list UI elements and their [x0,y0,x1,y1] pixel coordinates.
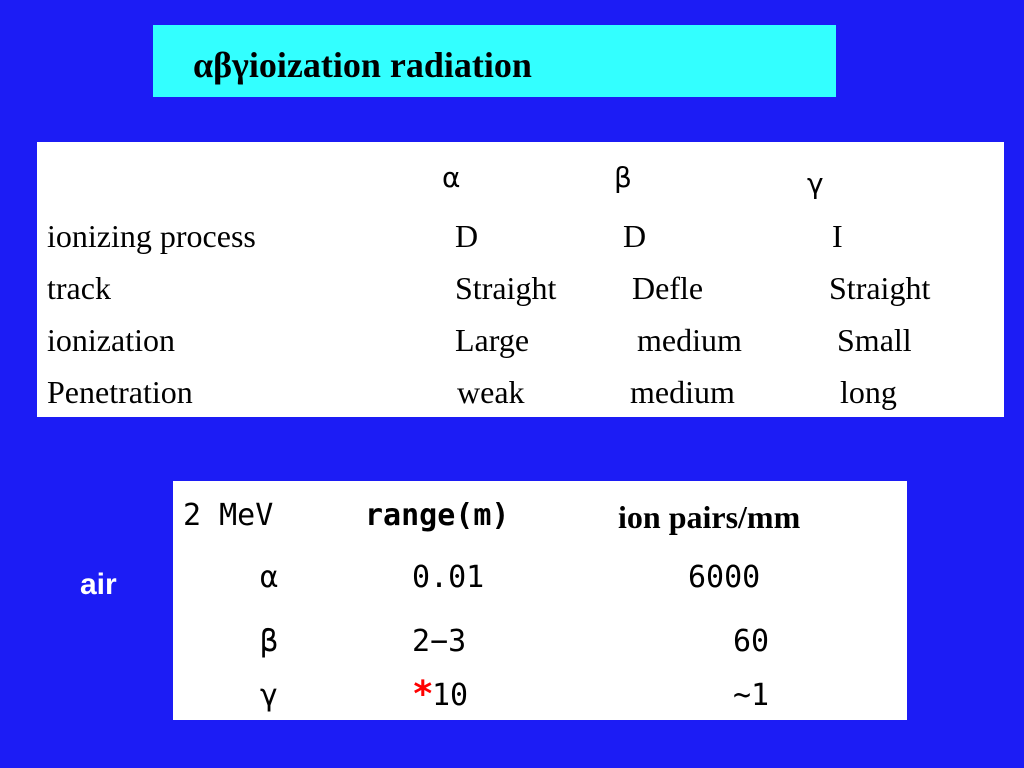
table-cell: Straight [455,270,557,306]
table-cell: ~1 [733,678,770,713]
table-cell: 0.01 [412,560,485,595]
table-cell: D [455,218,479,254]
column-header: β [614,161,632,194]
table-cell: weak [457,374,525,410]
table-cell: long [840,374,897,410]
table-cell: medium [630,374,735,410]
title-box: αβγioization radiation [153,25,836,97]
row-label: γ [260,678,279,713]
table-cell: D [623,218,647,254]
row-label: ionization [47,322,175,358]
table-cell: 6000 [688,560,761,595]
row-label: Penetration [47,374,193,410]
table-cell: Large [455,322,530,358]
table-cell: 10 [432,678,469,713]
table-cell: 60 [733,624,770,659]
table-cell: Straight [829,270,931,306]
row-label: β [260,624,279,659]
column-header: γ [807,167,824,200]
table-cell: I [832,218,843,254]
row-label: α [260,560,279,595]
table-cell: medium [637,322,742,358]
table-cell: Defle [632,270,704,306]
column-header: ion pairs/mm [618,499,801,535]
column-header: 2 MeV [183,498,274,533]
slide-title: αβγioization radiation [193,45,532,85]
row-label: ionizing process [47,218,256,254]
range-table: 2 MeV range(m) ion pairs/mm α 0.01 6000 β 2−3 60… [173,481,907,720]
column-header: α [442,161,461,194]
column-header: range(m) [365,498,510,533]
table-cell: 2−3 [412,624,467,659]
side-label: air [80,568,117,601]
footnote-mark: * [412,674,434,715]
row-label: track [47,270,111,306]
table-cell: Small [837,322,912,358]
